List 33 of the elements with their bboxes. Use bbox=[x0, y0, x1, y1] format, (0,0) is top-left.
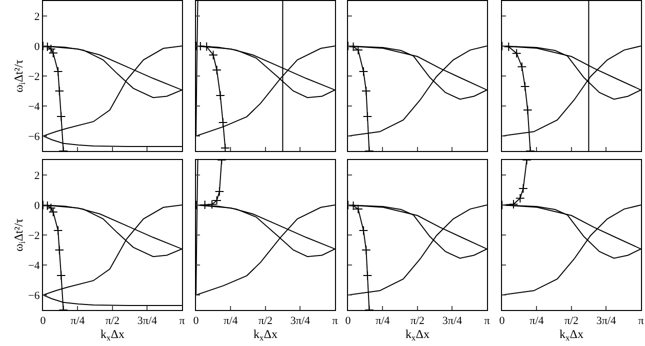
y-tick-label: −4 bbox=[28, 100, 40, 113]
x-tick-label: π/4 bbox=[70, 315, 86, 328]
y-tick-label: 2 bbox=[34, 10, 40, 23]
y-tick-label: −6 bbox=[28, 290, 40, 302]
x-axis-title: k$_{x}$Δx bbox=[560, 327, 584, 343]
x-axis-title: k$_{x}$Δx bbox=[406, 327, 430, 343]
x-tick-label: π/4 bbox=[376, 315, 390, 328]
y-tick-label: −6 bbox=[28, 130, 40, 143]
x-tick-label: 0 bbox=[499, 315, 506, 328]
x-tick-label: π/2 bbox=[564, 315, 579, 328]
x-tick-label: π/2 bbox=[258, 315, 273, 328]
y-tick-label: 0 bbox=[34, 200, 40, 212]
x-tick-label: π bbox=[179, 315, 186, 328]
x-tick-label: π bbox=[484, 315, 490, 328]
y-tick-label: 0 bbox=[34, 40, 40, 53]
x-tick-label: π/2 bbox=[105, 315, 120, 328]
x-tick-label: π bbox=[638, 315, 644, 328]
x-tick-label: 3π/4 bbox=[596, 315, 617, 328]
y-tick-label: −2 bbox=[28, 70, 40, 83]
x-tick-label: π/4 bbox=[224, 315, 238, 328]
x-tick-label: π/2 bbox=[410, 315, 425, 328]
x-tick-label: 0 bbox=[345, 315, 352, 328]
y-tick-label: −2 bbox=[28, 230, 40, 242]
x-tick-label: 3π/4 bbox=[137, 315, 158, 328]
x-tick-label: 0 bbox=[193, 315, 200, 328]
x-tick-label: π bbox=[332, 315, 338, 328]
x-tick-label: 3π/4 bbox=[442, 315, 463, 328]
x-axis-title: k$_{x}$Δx bbox=[254, 327, 278, 343]
x-tick-label: 3π/4 bbox=[290, 315, 311, 328]
x-axis-title: k$_{x}$Δx bbox=[100, 327, 124, 343]
y-tick-label: −4 bbox=[28, 260, 40, 272]
x-tick-label: π/4 bbox=[530, 315, 544, 328]
y-tick-label: 2 bbox=[34, 170, 40, 182]
